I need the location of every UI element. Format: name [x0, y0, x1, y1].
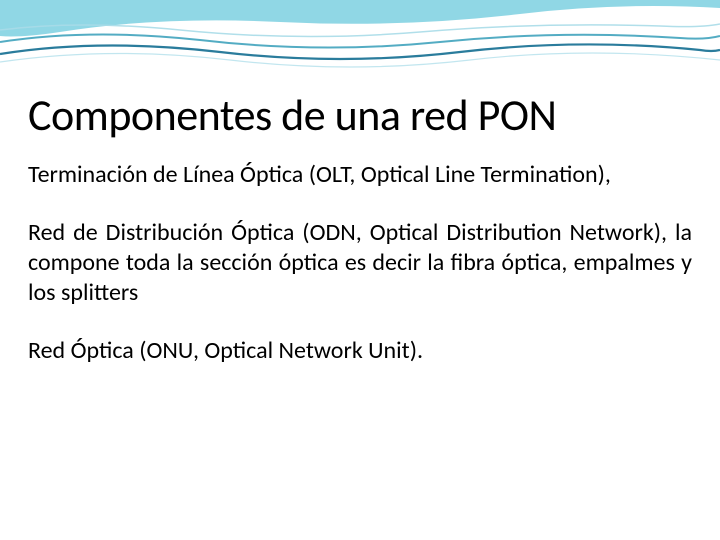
paragraph-olt: Terminación de Línea Óptica (OLT, Optica… [28, 160, 692, 190]
wave-decoration-icon [0, 0, 720, 90]
slide-title: Componentes de una red PON [28, 88, 692, 142]
slide-content: Componentes de una red PON Terminación d… [28, 88, 692, 394]
slide-body: Terminación de Línea Óptica (OLT, Optica… [28, 160, 692, 366]
paragraph-onu: Red Óptica (ONU, Optical Network Unit). [28, 336, 692, 366]
paragraph-odn: Red de Distribución Óptica (ODN, Optical… [28, 218, 692, 308]
